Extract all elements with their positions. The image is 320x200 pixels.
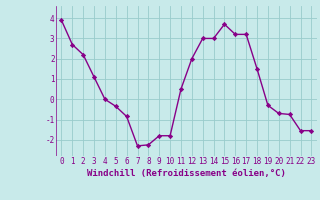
- X-axis label: Windchill (Refroidissement éolien,°C): Windchill (Refroidissement éolien,°C): [87, 169, 286, 178]
